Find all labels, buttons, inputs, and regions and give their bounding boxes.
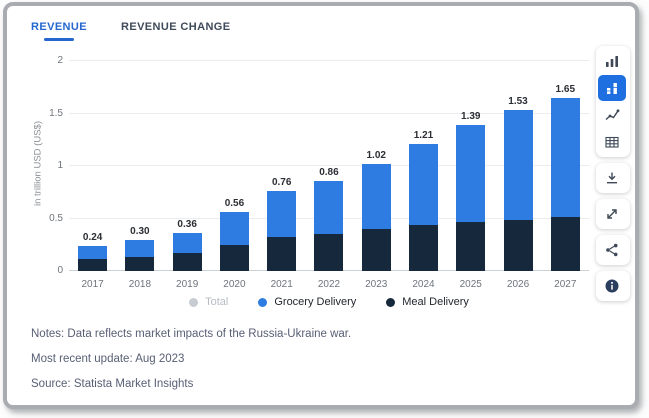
update-text: Most recent update: Aug 2023 <box>31 353 185 365</box>
total-legend-dot <box>189 297 199 307</box>
bar-group[interactable]: 1.53 2026 <box>495 61 541 290</box>
x-axis-label: 2022 <box>317 279 341 290</box>
bar-group[interactable]: 1.21 2024 <box>400 61 446 290</box>
bar-total-label: 0.24 <box>82 231 103 243</box>
y-axis: 0 0.5 1 1.5 2 <box>7 55 63 276</box>
chart-toolbar <box>596 46 630 301</box>
bar-group[interactable]: 0.76 2021 <box>259 61 305 290</box>
chart-card: REVENUE REVENUE CHANGE in trillion USD (… <box>3 2 639 409</box>
bar-total-label: 1.53 <box>508 96 528 108</box>
gridline <box>69 165 589 166</box>
x-axis-label: 2023 <box>365 279 388 290</box>
bar-total-label: 1.39 <box>461 111 481 123</box>
bar-total-label: 0.86 <box>319 166 339 178</box>
bar-total-label: 1.02 <box>366 149 386 161</box>
bar-group[interactable]: 0.86 2022 <box>306 61 352 290</box>
grocery-delivery-segment[interactable] <box>408 143 438 225</box>
chart-legend: Total Grocery Delivery Meal Delivery <box>69 296 589 308</box>
grocery-delivery-segment[interactable] <box>125 239 155 258</box>
table-icon[interactable] <box>598 129 626 155</box>
meal-delivery-segment[interactable] <box>172 253 202 271</box>
grocery-delivery-legend-dot <box>258 297 268 307</box>
grocery-delivery-segment[interactable] <box>219 212 249 245</box>
bar-total-label: 0.36 <box>177 219 197 231</box>
meal-delivery-segment[interactable] <box>267 237 297 271</box>
share-group <box>596 235 630 265</box>
legend-item-meal-delivery[interactable]: Meal Delivery <box>386 296 469 308</box>
source-text: Source: Statista Market Insights <box>31 378 194 390</box>
x-axis-label: 2017 <box>81 279 104 290</box>
bar-total-label: 1.65 <box>555 83 576 95</box>
plot-area: 0.24 2017 0.30 2018 0.36 2019 0.56 2020 0.76 2021… <box>69 60 589 290</box>
x-axis-label: 2020 <box>223 279 246 290</box>
grocery-delivery-segment[interactable] <box>172 233 202 254</box>
line-chart-icon[interactable] <box>598 102 626 128</box>
notes-text: Notes: Data reflects market impacts of t… <box>31 328 352 340</box>
y-axis-tick-label: 1.5 <box>49 107 63 119</box>
meal-delivery-segment[interactable] <box>361 229 391 271</box>
info-group <box>596 271 630 301</box>
bar-total-label: 0.30 <box>130 225 150 237</box>
fullscreen-group <box>596 199 630 229</box>
legend-item-grocery-delivery[interactable]: Grocery Delivery <box>258 296 356 308</box>
bar-group[interactable]: 0.24 2017 <box>70 61 116 290</box>
grocery-delivery-segment[interactable] <box>361 163 391 229</box>
meal-delivery-legend-dot <box>386 297 396 307</box>
meal-delivery-segment[interactable] <box>219 244 249 271</box>
x-axis-label: 2027 <box>554 279 577 290</box>
bar-group[interactable]: 1.39 2025 <box>448 61 494 290</box>
gridline <box>69 112 589 114</box>
tab-bar: REVENUE REVENUE CHANGE <box>31 21 231 33</box>
x-axis-label: 2018 <box>128 279 152 290</box>
bar-group[interactable]: 1.65 2027 <box>542 61 588 290</box>
bar-group[interactable]: 0.36 2019 <box>164 61 210 290</box>
gridline <box>69 60 589 61</box>
x-axis-label: 2026 <box>506 279 530 290</box>
bar-total-label: 0.56 <box>224 198 245 210</box>
meal-delivery-segment[interactable] <box>503 219 533 271</box>
meal-delivery-segment[interactable] <box>456 221 486 271</box>
x-axis-label: 2024 <box>412 279 435 290</box>
y-axis-tick-label: 2 <box>57 55 63 66</box>
grocery-delivery-segment[interactable] <box>78 245 108 260</box>
tab-revenue[interactable]: REVENUE <box>31 21 87 33</box>
fullscreen-icon[interactable] <box>598 201 626 227</box>
chart-type-group <box>596 46 630 157</box>
info-icon[interactable] <box>598 273 626 299</box>
tab-revenue-change[interactable]: REVENUE CHANGE <box>120 21 231 33</box>
x-axis-label: 2021 <box>270 279 293 290</box>
grocery-delivery-segment[interactable] <box>503 110 533 220</box>
grocery-delivery-segment[interactable] <box>314 180 344 235</box>
grocery-delivery-segment[interactable] <box>456 125 486 222</box>
legend-label: Total <box>205 296 229 308</box>
meal-delivery-segment[interactable] <box>550 217 580 271</box>
y-axis-tick-label: 1 <box>57 160 63 171</box>
bar-total-label: 1.21 <box>413 129 434 141</box>
bar-group[interactable]: 0.30 2018 <box>117 61 163 290</box>
bar-group[interactable]: 1.02 2023 <box>353 61 399 290</box>
bar-total-label: 0.76 <box>271 177 292 189</box>
meal-delivery-segment[interactable] <box>314 234 344 271</box>
y-axis-tick-label: 0.5 <box>49 212 63 224</box>
bars-container: 0.24 2017 0.30 2018 0.36 2019 0.56 2020 0.76 2021… <box>69 61 589 290</box>
grocery-delivery-segment[interactable] <box>267 191 297 238</box>
y-axis-tick-label: 0 <box>57 265 63 276</box>
legend-label: Grocery Delivery <box>274 296 357 308</box>
download-group <box>596 163 630 193</box>
column-chart-icon[interactable] <box>598 48 626 74</box>
grocery-delivery-segment[interactable] <box>550 97 580 218</box>
meal-delivery-segment[interactable] <box>78 259 108 271</box>
meal-delivery-segment[interactable] <box>408 224 438 271</box>
legend-item-total[interactable]: Total <box>189 296 228 308</box>
meal-delivery-segment[interactable] <box>125 257 155 271</box>
x-axis-label: 2019 <box>176 279 199 290</box>
bar-group[interactable]: 0.56 2020 <box>211 61 257 290</box>
share-icon[interactable] <box>598 237 626 263</box>
download-icon[interactable] <box>598 165 626 191</box>
stacked-bar-chart-icon[interactable] <box>598 75 626 101</box>
legend-label: Meal Delivery <box>402 296 469 308</box>
x-axis-label: 2025 <box>459 279 482 290</box>
